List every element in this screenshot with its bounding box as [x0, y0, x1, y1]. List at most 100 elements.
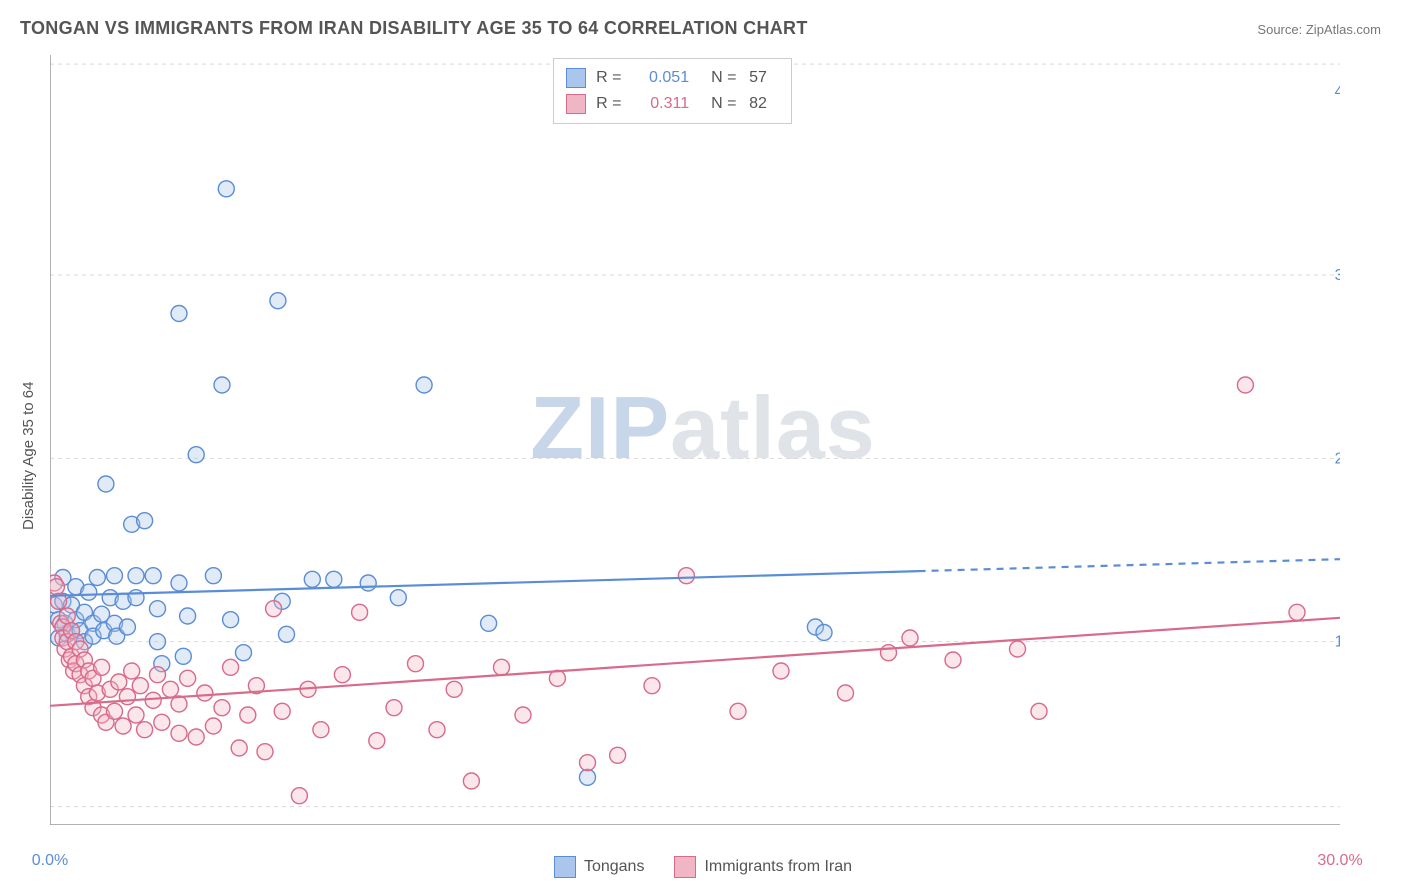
data-point — [481, 615, 497, 631]
data-point — [515, 707, 531, 723]
legend-swatch — [554, 856, 576, 878]
data-point — [279, 626, 295, 642]
data-point — [115, 718, 131, 734]
data-point — [390, 590, 406, 606]
data-point — [171, 575, 187, 591]
data-point — [128, 707, 144, 723]
data-point — [223, 659, 239, 675]
data-point — [180, 608, 196, 624]
stat-n-label: N = — [711, 65, 739, 91]
data-point — [360, 575, 376, 591]
data-point — [145, 568, 161, 584]
data-point — [145, 692, 161, 708]
data-point — [494, 659, 510, 675]
data-point — [549, 670, 565, 686]
y-tick-label: 20.0% — [1335, 450, 1340, 467]
data-point — [313, 722, 329, 738]
stat-r-label: R = — [596, 91, 624, 117]
data-point — [150, 634, 166, 650]
data-point — [1237, 377, 1253, 393]
data-point — [386, 700, 402, 716]
stat-r-label: R = — [596, 65, 624, 91]
trend-line-dashed — [919, 559, 1340, 571]
data-point — [205, 568, 221, 584]
data-point — [119, 689, 135, 705]
data-point — [270, 293, 286, 309]
data-point — [214, 377, 230, 393]
data-point — [730, 703, 746, 719]
data-point — [94, 659, 110, 675]
legend-swatch — [566, 68, 586, 88]
data-point — [171, 306, 187, 322]
legend-bottom: Tongans Immigrants from Iran — [0, 856, 1406, 878]
data-point — [223, 612, 239, 628]
data-point — [408, 656, 424, 672]
data-point — [580, 755, 596, 771]
chart-title: TONGAN VS IMMIGRANTS FROM IRAN DISABILIT… — [20, 18, 808, 39]
legend-item: Immigrants from Iran — [674, 856, 852, 878]
data-point — [107, 568, 123, 584]
source-attribution: Source: ZipAtlas.com — [1257, 22, 1381, 37]
data-point — [180, 670, 196, 686]
data-point — [150, 667, 166, 683]
data-point — [107, 703, 123, 719]
data-point — [352, 604, 368, 620]
data-point — [945, 652, 961, 668]
stat-n-label: N = — [711, 91, 739, 117]
data-point — [188, 729, 204, 745]
y-tick-label: 30.0% — [1335, 267, 1340, 284]
data-point — [644, 678, 660, 694]
stat-row: R =0.311N =82 — [566, 91, 779, 117]
data-point — [98, 476, 114, 492]
data-point — [304, 571, 320, 587]
data-point — [236, 645, 252, 661]
data-point — [610, 747, 626, 763]
data-point — [257, 744, 273, 760]
y-axis-label: Disability Age 35 to 64 — [20, 382, 37, 530]
data-point — [214, 700, 230, 716]
data-point — [175, 648, 191, 664]
trend-line — [50, 618, 1340, 706]
data-point — [124, 663, 140, 679]
data-point — [334, 667, 350, 683]
data-point — [463, 773, 479, 789]
data-point — [137, 513, 153, 529]
legend-item: Tongans — [554, 856, 645, 878]
source-label: Source: — [1257, 22, 1302, 37]
data-point — [205, 718, 221, 734]
data-point — [218, 181, 234, 197]
correlation-stat-box: R =0.051N =57R =0.311N =82 — [553, 58, 792, 124]
data-point — [150, 601, 166, 617]
source-value: ZipAtlas.com — [1306, 22, 1381, 37]
data-point — [678, 568, 694, 584]
data-point — [1031, 703, 1047, 719]
y-tick-label: 10.0% — [1335, 634, 1340, 651]
data-point — [154, 714, 170, 730]
data-point — [816, 625, 832, 641]
data-point — [132, 678, 148, 694]
data-point — [89, 570, 105, 586]
stat-r-value: 0.051 — [634, 65, 689, 91]
plot-area: 10.0% 20.0% 30.0% 40.0% — [50, 55, 1340, 825]
data-point — [162, 681, 178, 697]
data-point — [59, 608, 75, 624]
data-point — [171, 725, 187, 741]
data-point — [429, 722, 445, 738]
data-point — [231, 740, 247, 756]
data-point — [446, 681, 462, 697]
data-point — [326, 571, 342, 587]
chart-container: TONGAN VS IMMIGRANTS FROM IRAN DISABILIT… — [0, 0, 1406, 892]
data-point — [266, 601, 282, 617]
data-point — [773, 663, 789, 679]
data-point — [128, 590, 144, 606]
data-point — [1010, 641, 1026, 657]
data-point — [240, 707, 256, 723]
stat-row: R =0.051N =57 — [566, 65, 779, 91]
data-point — [1289, 604, 1305, 620]
legend-swatch — [566, 94, 586, 114]
legend-swatch — [674, 856, 696, 878]
data-point — [369, 733, 385, 749]
y-tick-label: 40.0% — [1335, 84, 1340, 101]
data-point — [188, 447, 204, 463]
data-point — [838, 685, 854, 701]
